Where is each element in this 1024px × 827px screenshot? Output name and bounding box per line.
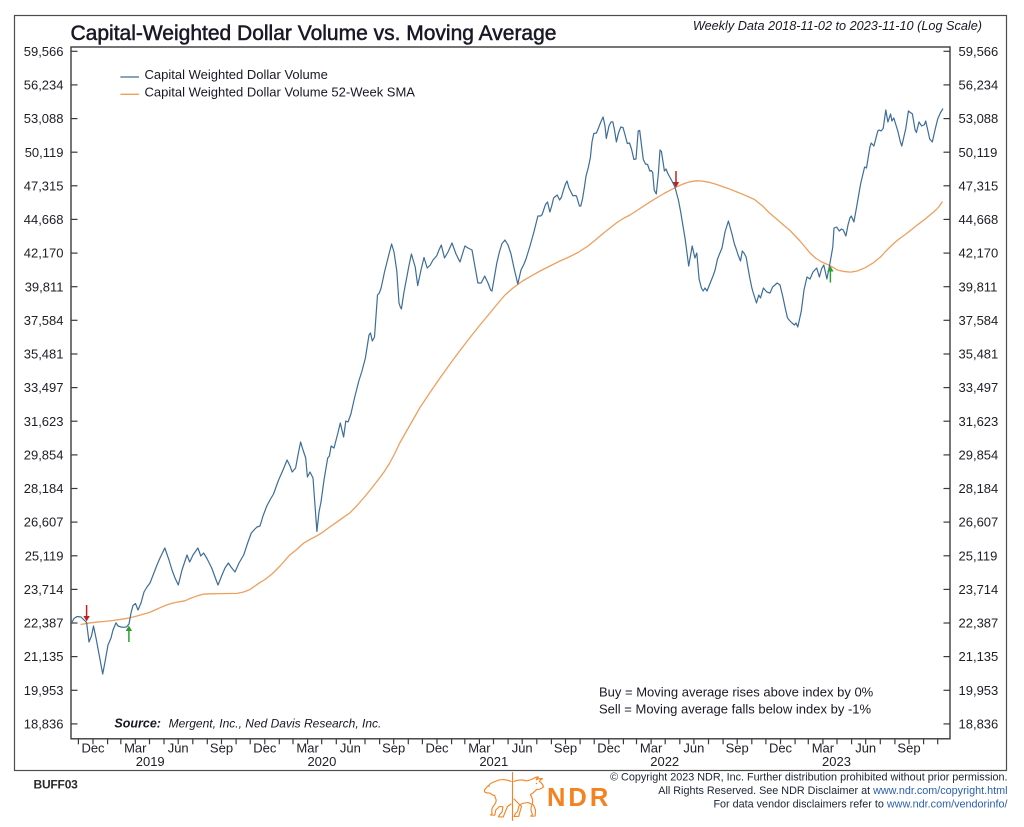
svg-text:2022: 2022: [650, 754, 679, 769]
svg-text:BUFF03: BUFF03: [34, 778, 79, 792]
svg-text:42,170: 42,170: [959, 246, 999, 261]
svg-text:25,119: 25,119: [25, 548, 64, 563]
svg-text:2021: 2021: [479, 754, 508, 769]
svg-text:29,854: 29,854: [24, 448, 64, 463]
svg-text:Jun: Jun: [683, 741, 704, 756]
svg-text:Weekly Data 2018-11-02 to 2023: Weekly Data 2018-11-02 to 2023-11-10 (Lo…: [693, 19, 982, 33]
svg-text:56,234: 56,234: [24, 78, 64, 93]
svg-text:For data vendor disclaimers re: For data vendor disclaimers refer to www…: [713, 799, 1007, 811]
svg-text:28,184: 28,184: [24, 481, 64, 496]
svg-text:53,088: 53,088: [959, 111, 999, 126]
svg-text:26,607: 26,607: [959, 515, 999, 530]
svg-text:Dec: Dec: [425, 741, 449, 756]
svg-text:Dec: Dec: [81, 741, 105, 756]
svg-text:22,387: 22,387: [24, 616, 64, 631]
svg-text:23,714: 23,714: [959, 582, 999, 597]
svg-text:29,854: 29,854: [959, 448, 999, 463]
svg-text:31,623: 31,623: [24, 414, 64, 429]
svg-text:2019: 2019: [136, 754, 165, 769]
svg-text:33,497: 33,497: [24, 380, 64, 395]
svg-text:Mar: Mar: [468, 741, 491, 756]
svg-text:2023: 2023: [822, 754, 851, 769]
svg-text:Jun: Jun: [168, 741, 189, 756]
svg-text:35,481: 35,481: [959, 347, 999, 362]
svg-text:39,811: 39,811: [25, 279, 64, 294]
svg-text:Dec: Dec: [769, 741, 793, 756]
svg-text:56,234: 56,234: [959, 78, 999, 93]
svg-text:Capital Weighted Dollar Volume: Capital Weighted Dollar Volume 52-Week S…: [145, 85, 416, 100]
svg-text:Jun: Jun: [340, 741, 361, 756]
svg-text:47,315: 47,315: [959, 178, 999, 193]
svg-text:21,135: 21,135: [959, 649, 999, 664]
svg-text:53,088: 53,088: [24, 111, 64, 126]
svg-text:50,119: 50,119: [25, 145, 64, 160]
svg-text:18,836: 18,836: [24, 717, 64, 732]
svg-text:59,566: 59,566: [959, 44, 999, 59]
svg-text:Dec: Dec: [597, 741, 621, 756]
svg-text:2020: 2020: [307, 754, 336, 769]
svg-text:Mergent, Inc., Ned Davis Resea: Mergent, Inc., Ned Davis Research, Inc.: [169, 717, 382, 731]
svg-text:37,584: 37,584: [959, 313, 999, 328]
svg-text:47,315: 47,315: [24, 178, 64, 193]
svg-text:23,714: 23,714: [24, 582, 64, 597]
svg-text:Mar: Mar: [124, 741, 147, 756]
svg-text:© Copyright 2023 NDR, Inc. Fur: © Copyright 2023 NDR, Inc. Further distr…: [610, 772, 1007, 784]
svg-text:Dec: Dec: [253, 741, 277, 756]
svg-text:Mar: Mar: [296, 741, 319, 756]
svg-text:18,836: 18,836: [959, 717, 999, 732]
svg-text:31,623: 31,623: [959, 414, 999, 429]
svg-text:Mar: Mar: [640, 741, 663, 756]
svg-text:59,566: 59,566: [24, 44, 64, 59]
svg-text:22,387: 22,387: [959, 616, 999, 631]
svg-text:Jun: Jun: [512, 741, 533, 756]
svg-text:Sep: Sep: [897, 741, 920, 756]
svg-text:26,607: 26,607: [24, 515, 64, 530]
svg-text:50,119: 50,119: [959, 145, 998, 160]
svg-text:28,184: 28,184: [959, 481, 999, 496]
svg-text:19,953: 19,953: [24, 683, 64, 698]
svg-text:44,668: 44,668: [959, 212, 999, 227]
svg-text:Sell = Moving average falls be: Sell = Moving average falls below index …: [599, 702, 872, 717]
svg-text:33,497: 33,497: [959, 380, 999, 395]
svg-text:44,668: 44,668: [24, 212, 64, 227]
svg-text:Capital-Weighted Dollar Volume: Capital-Weighted Dollar Volume vs. Movin…: [71, 22, 557, 45]
svg-text:Source:: Source:: [114, 717, 161, 731]
svg-text:Buy = Moving average rises abo: Buy = Moving average rises above index b…: [599, 685, 874, 700]
svg-text:Jun: Jun: [855, 741, 876, 756]
svg-text:37,584: 37,584: [24, 313, 64, 328]
svg-text:Sep: Sep: [382, 741, 405, 756]
svg-text:Capital Weighted Dollar Volume: Capital Weighted Dollar Volume: [145, 67, 328, 82]
svg-text:Sep: Sep: [210, 741, 233, 756]
svg-text:Sep: Sep: [554, 741, 577, 756]
svg-text:21,135: 21,135: [24, 649, 64, 664]
svg-text:39,811: 39,811: [959, 279, 998, 294]
svg-text:NDR: NDR: [547, 784, 611, 812]
svg-text:Mar: Mar: [812, 741, 835, 756]
svg-text:35,481: 35,481: [24, 347, 64, 362]
svg-text:42,170: 42,170: [24, 246, 64, 261]
svg-text:19,953: 19,953: [959, 683, 999, 698]
svg-text:All Rights Reserved. See NDR D: All Rights Reserved. See NDR Disclaimer …: [658, 785, 1007, 797]
svg-text:Sep: Sep: [726, 741, 749, 756]
svg-text:25,119: 25,119: [959, 548, 998, 563]
